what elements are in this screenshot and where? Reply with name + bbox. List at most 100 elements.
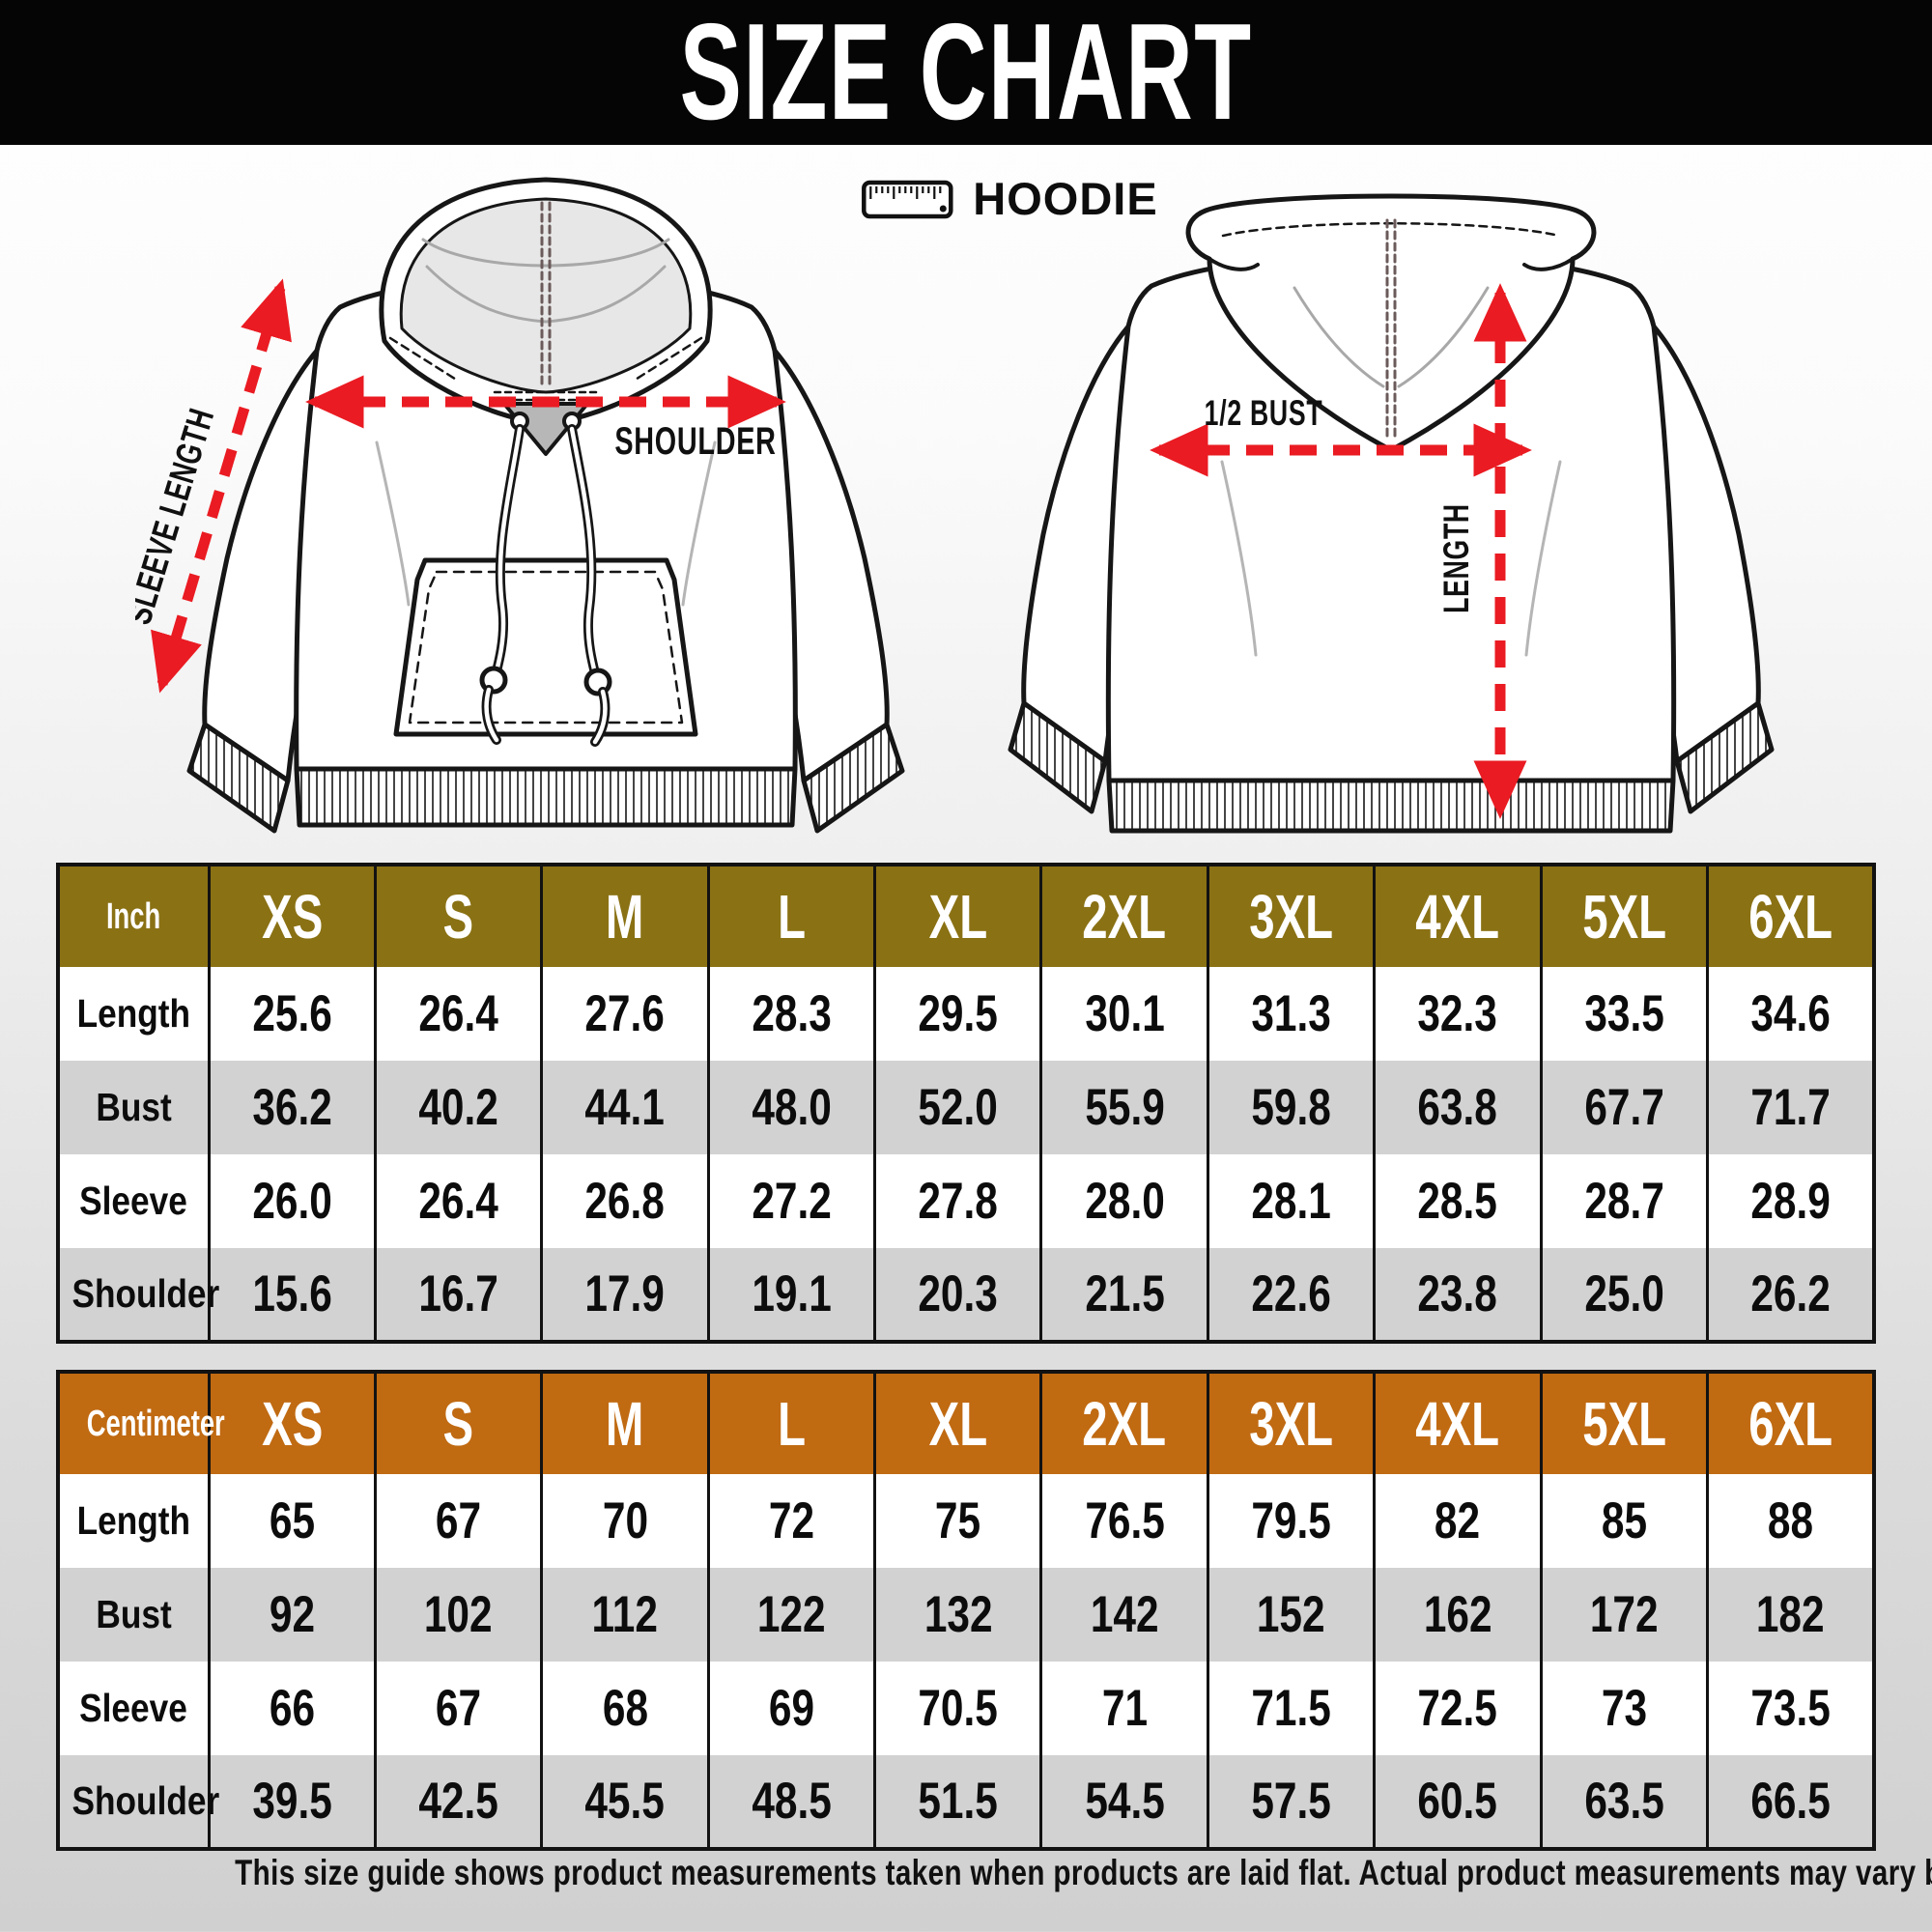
value-cell-length-3xl: 79.5	[1206, 1474, 1375, 1568]
size-column-header-xs: XS	[207, 1372, 376, 1474]
value-cell-shoulder-4xl: 60.5	[1373, 1755, 1542, 1849]
value-cell-bust-2xl: 55.9	[1039, 1061, 1208, 1154]
value-cell-sleeve-5xl: 73	[1539, 1662, 1708, 1755]
value-cell-sleeve-3xl: 71.5	[1206, 1662, 1375, 1755]
row-label-length: Length	[76, 1498, 190, 1543]
unit-header-inch: Inch	[106, 895, 161, 937]
value-cell-length-xl: 29.5	[873, 967, 1041, 1061]
value-cell-sleeve-xl: 70.5	[873, 1662, 1041, 1755]
half-bust-arrow-label: 1/2 BUST	[1205, 393, 1323, 433]
row-label-shoulder: Shoulder	[71, 1778, 220, 1823]
size-column-header-xs: XS	[207, 865, 376, 967]
measurement-row-shoulder: Shoulder 15.6 16.7 17.9 19.1 20.3 21.5 22.6 23.8…	[58, 1248, 1874, 1342]
value-cell-sleeve-m: 26.8	[540, 1154, 709, 1248]
value-cell-shoulder-l: 48.5	[706, 1755, 875, 1849]
value-cell-sleeve-4xl: 28.5	[1373, 1154, 1542, 1248]
value-cell-length-l: 28.3	[706, 967, 875, 1061]
size-column-header-m: M	[540, 1372, 709, 1474]
size-column-header-3xl: 3XL	[1206, 1372, 1375, 1474]
value-cell-length-5xl: 33.5	[1539, 967, 1708, 1061]
value-cell-shoulder-5xl: 63.5	[1539, 1755, 1708, 1849]
size-column-header-6xl: 6XL	[1706, 1372, 1874, 1474]
value-cell-shoulder-3xl: 22.6	[1206, 1248, 1375, 1342]
value-cell-shoulder-5xl: 25.0	[1539, 1248, 1708, 1342]
value-cell-length-s: 26.4	[373, 967, 542, 1061]
value-cell-shoulder-xs: 15.6	[207, 1248, 376, 1342]
value-cell-bust-l: 48.0	[706, 1061, 875, 1154]
value-cell-shoulder-2xl: 21.5	[1039, 1248, 1208, 1342]
value-cell-sleeve-5xl: 28.7	[1539, 1154, 1708, 1248]
product-label: HOODIE	[861, 172, 1157, 225]
value-cell-bust-6xl: 182	[1706, 1568, 1874, 1662]
size-column-header-5xl: 5XL	[1539, 1372, 1708, 1474]
length-arrow-label: LENGTH	[1436, 503, 1476, 613]
size-column-header-l: L	[706, 1372, 875, 1474]
value-cell-bust-6xl: 71.7	[1706, 1061, 1874, 1154]
value-cell-shoulder-6xl: 26.2	[1706, 1248, 1874, 1342]
inch-size-table: Inch XS S M L XL 2XL 3XL 4XL 5XL 6XL Length 25.6 26.4…	[56, 863, 1876, 1344]
sleeve-length-arrow	[151, 278, 292, 694]
value-cell-sleeve-xs: 26.0	[207, 1154, 376, 1248]
size-column-header-3xl: 3XL	[1206, 865, 1375, 967]
shoulder-arrow-label: SHOULDER	[614, 419, 776, 463]
row-label-shoulder: Shoulder	[71, 1271, 220, 1316]
value-cell-shoulder-l: 19.1	[706, 1248, 875, 1342]
value-cell-bust-s: 102	[373, 1568, 542, 1662]
value-cell-shoulder-m: 17.9	[540, 1248, 709, 1342]
value-cell-shoulder-3xl: 57.5	[1206, 1755, 1375, 1849]
size-column-header-s: S	[373, 1372, 542, 1474]
value-cell-shoulder-s: 16.7	[373, 1248, 542, 1342]
value-cell-length-4xl: 82	[1373, 1474, 1542, 1568]
value-cell-shoulder-s: 42.5	[373, 1755, 542, 1849]
value-cell-shoulder-xl: 51.5	[873, 1755, 1041, 1849]
value-cell-sleeve-s: 26.4	[373, 1154, 542, 1248]
value-cell-bust-m: 44.1	[540, 1061, 709, 1154]
value-cell-bust-l: 122	[706, 1568, 875, 1662]
size-column-header-2xl: 2XL	[1039, 1372, 1208, 1474]
value-cell-bust-xl: 132	[873, 1568, 1041, 1662]
value-cell-sleeve-2xl: 71	[1039, 1662, 1208, 1755]
value-cell-sleeve-3xl: 28.1	[1206, 1154, 1375, 1248]
value-cell-length-m: 27.6	[540, 967, 709, 1061]
value-cell-bust-5xl: 67.7	[1539, 1061, 1708, 1154]
value-cell-sleeve-4xl: 72.5	[1373, 1662, 1542, 1755]
row-label-bust: Bust	[96, 1085, 172, 1129]
footer-note: This size guide shows product measuremen…	[0, 1853, 1932, 1893]
value-cell-length-6xl: 88	[1706, 1474, 1874, 1568]
value-cell-length-s: 67	[373, 1474, 542, 1568]
hoodie-front-illustration: SHOULDER SLEEVE LENGTH	[135, 177, 905, 834]
value-cell-sleeve-s: 67	[373, 1662, 542, 1755]
product-name: HOODIE	[973, 173, 1158, 224]
value-cell-bust-2xl: 142	[1039, 1568, 1208, 1662]
measurement-row-shoulder: Shoulder 39.5 42.5 45.5 48.5 51.5 54.5 57.5 60.5…	[58, 1755, 1874, 1849]
measurement-row-sleeve: Sleeve 66 67 68 69 70.5 71 71.5 72.5 73 73.5	[58, 1662, 1874, 1755]
ruler-icon	[862, 180, 953, 218]
size-column-header-4xl: 4XL	[1373, 1372, 1542, 1474]
value-cell-bust-xs: 92	[207, 1568, 376, 1662]
value-cell-bust-3xl: 59.8	[1206, 1061, 1375, 1154]
value-cell-length-xs: 25.6	[207, 967, 376, 1061]
value-cell-shoulder-4xl: 23.8	[1373, 1248, 1542, 1342]
value-cell-bust-s: 40.2	[373, 1061, 542, 1154]
value-cell-sleeve-l: 69	[706, 1662, 875, 1755]
value-cell-bust-m: 112	[540, 1568, 709, 1662]
back-hood	[1185, 193, 1597, 453]
value-cell-shoulder-6xl: 66.5	[1706, 1755, 1874, 1849]
front-drawstrings	[479, 424, 612, 747]
value-cell-length-m: 70	[540, 1474, 709, 1568]
size-column-header-s: S	[373, 865, 542, 967]
value-cell-length-6xl: 34.6	[1706, 967, 1874, 1061]
value-cell-length-2xl: 30.1	[1039, 967, 1208, 1061]
value-cell-length-xs: 65	[207, 1474, 376, 1568]
value-cell-length-xl: 75	[873, 1474, 1041, 1568]
value-cell-bust-xs: 36.2	[207, 1061, 376, 1154]
size-column-header-2xl: 2XL	[1039, 865, 1208, 967]
measurement-row-sleeve: Sleeve 26.0 26.4 26.8 27.2 27.8 28.0 28.1 28.5 28…	[58, 1154, 1874, 1248]
measurement-row-length: Length 25.6 26.4 27.6 28.3 29.5 30.1 31.3 32.3 33…	[58, 967, 1874, 1061]
value-cell-sleeve-l: 27.2	[706, 1154, 875, 1248]
row-label-sleeve: Sleeve	[79, 1179, 188, 1223]
size-column-header-xl: XL	[873, 865, 1041, 967]
value-cell-shoulder-m: 45.5	[540, 1755, 709, 1849]
size-column-header-4xl: 4XL	[1373, 865, 1542, 967]
value-cell-sleeve-6xl: 28.9	[1706, 1154, 1874, 1248]
